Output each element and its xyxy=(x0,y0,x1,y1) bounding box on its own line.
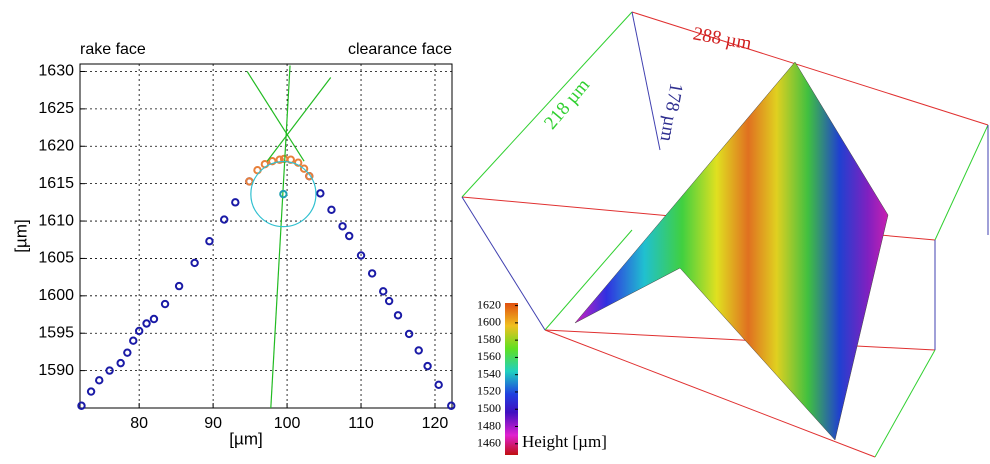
edge-label: 288 µm xyxy=(691,23,753,54)
x-tick-label: 90 xyxy=(204,415,222,432)
annotation: clearance face xyxy=(348,41,452,58)
surface xyxy=(575,62,888,440)
colorbar-tick-label: 1520 xyxy=(477,384,501,398)
colorbar xyxy=(505,303,518,455)
figure: 288 µm 218 µm 178 µm Height [µm] 80 90 100… xyxy=(0,0,990,459)
x-tick-label: 110 xyxy=(348,415,374,432)
plot-frame xyxy=(80,64,452,408)
y-tick-label: 1610 xyxy=(38,212,74,229)
y-tick-label: 1595 xyxy=(38,324,74,341)
y-tick-label: 1600 xyxy=(38,287,74,304)
x-tick-label: 120 xyxy=(422,415,449,432)
edge-label: 178 µm xyxy=(656,81,687,143)
y-axis-label: [µm] xyxy=(11,219,30,252)
y-tick-label: 1605 xyxy=(38,250,74,267)
colorbar-tick-label: 1580 xyxy=(477,332,501,346)
annotation: rake face xyxy=(80,41,146,58)
colorbar-label: Height [µm] xyxy=(522,432,607,451)
edge-label: 218 µm xyxy=(540,75,594,134)
colorbar-tick-label: 1620 xyxy=(477,297,501,311)
x-axis-label: [µm] xyxy=(229,429,262,448)
y-tick-label: 1630 xyxy=(38,63,74,80)
y-tick-label: 1620 xyxy=(38,137,74,154)
x-tick-label: 100 xyxy=(274,415,301,432)
y-tick-label: 1590 xyxy=(38,362,74,379)
colorbar-tick-label: 1500 xyxy=(477,401,501,415)
y-tick-label: 1615 xyxy=(38,175,74,192)
colorbar-tick-label: 1540 xyxy=(477,366,501,380)
y-tick-label: 1625 xyxy=(38,100,74,117)
colorbar-tick-label: 1460 xyxy=(477,436,501,450)
colorbar-tick-label: 1480 xyxy=(477,418,501,432)
colorbar-tick-label: 1600 xyxy=(477,315,501,329)
colorbar-tick-label: 1560 xyxy=(477,349,501,363)
x-tick-label: 80 xyxy=(130,415,148,432)
